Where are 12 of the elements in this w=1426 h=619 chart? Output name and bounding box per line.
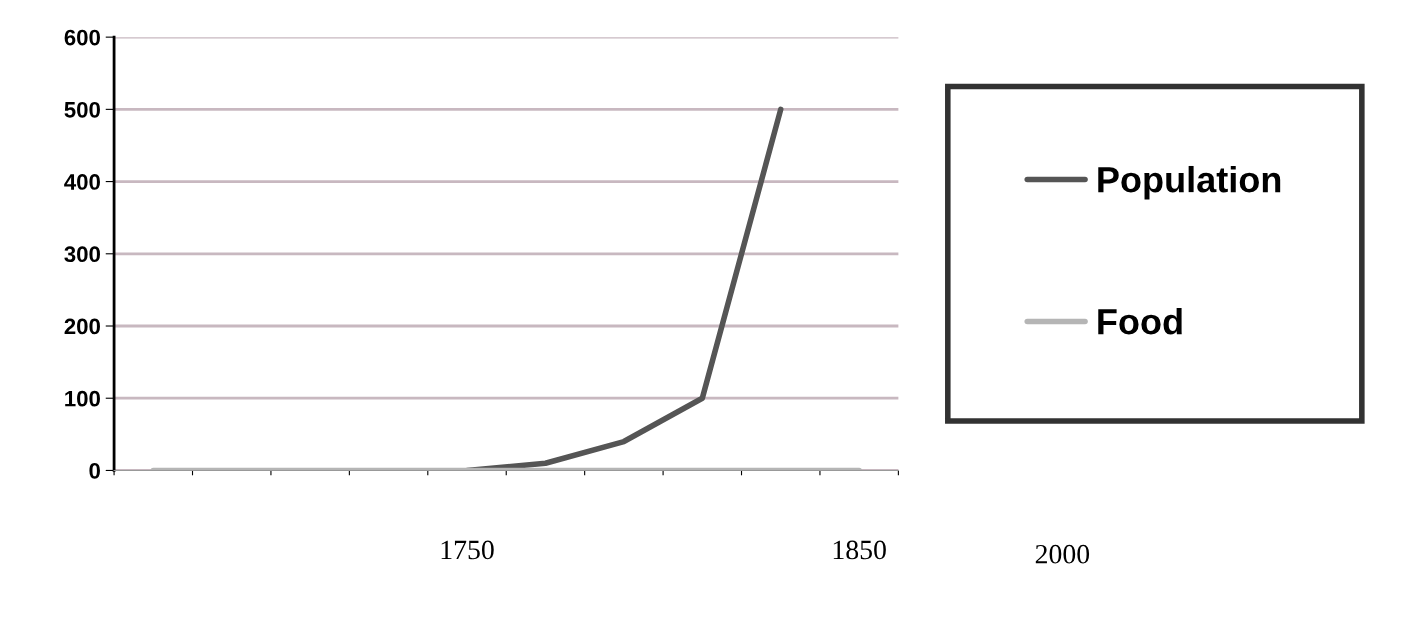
y-tick-label: 100: [65, 390, 100, 407]
text: 2000: [1035, 544, 1090, 564]
x-tick-label: 1850: [833, 540, 886, 560]
legend-label: Food: [1098, 307, 1182, 335]
y-tick-label: 300: [64, 246, 100, 263]
y-tick-label: 400: [64, 174, 100, 190]
y-tick-label: 600: [64, 29, 100, 46]
y-tick-label: 500: [64, 101, 100, 118]
legend-label: Population: [1098, 165, 1281, 200]
y-tick-label: 200: [64, 318, 100, 335]
y-tick-label: 0: [89, 462, 100, 479]
x-tick-label: 1750: [441, 540, 494, 560]
